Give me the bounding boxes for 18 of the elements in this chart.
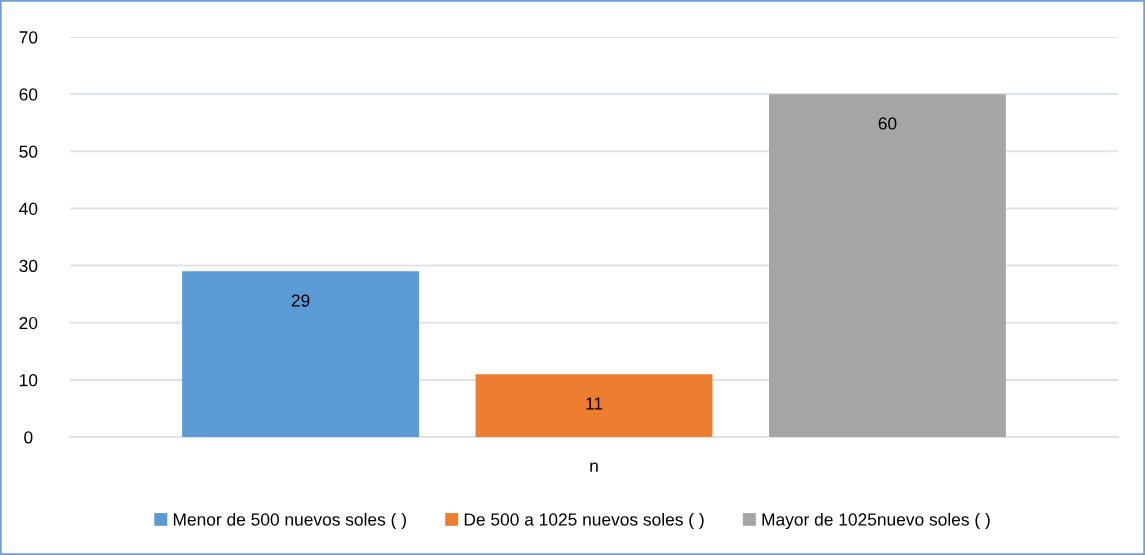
bar [769, 94, 1006, 437]
x-tick-label: n [590, 462, 598, 472]
legend-label: Mayor de 1025nuevo soles ( ) [762, 512, 990, 530]
data-label: 60 [878, 117, 897, 130]
bar [475, 374, 713, 437]
bar [182, 271, 419, 437]
y-tick-label: 30 [19, 259, 38, 273]
y-tick-label: 70 [19, 31, 38, 44]
y-tick-label: 60 [19, 88, 38, 101]
y-tick-label: 10 [20, 374, 38, 387]
y-tick-label: 20 [19, 316, 38, 330]
legend-label: De 500 a 1025 nuevos soles ( ) [464, 512, 704, 530]
y-tick-label: 40 [19, 202, 38, 215]
y-tick-label: 0 [24, 431, 33, 444]
data-label: 11 [586, 397, 603, 410]
legend-label: Menor de 500 nuevos soles ( ) [173, 512, 406, 530]
y-tick-label: 50 [19, 145, 38, 158]
data-label: 29 [291, 294, 310, 307]
